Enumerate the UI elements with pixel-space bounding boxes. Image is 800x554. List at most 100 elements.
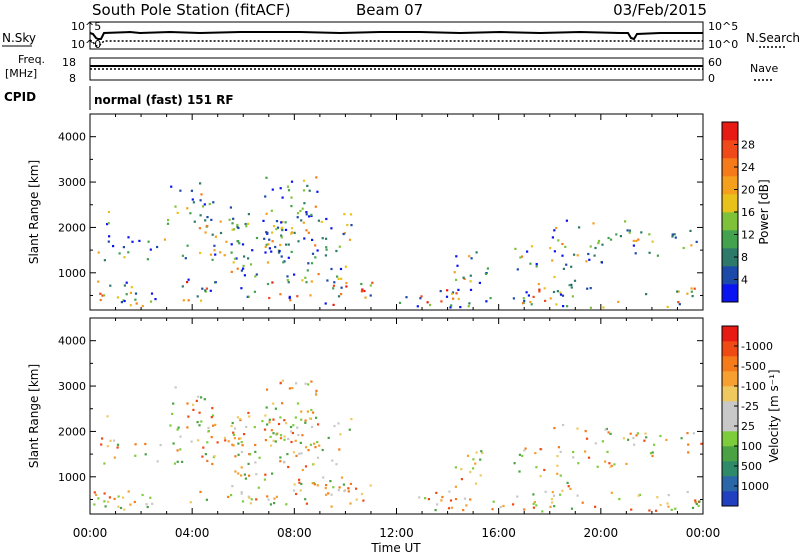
scatter-cell xyxy=(469,498,472,501)
scatter-cell xyxy=(172,442,175,445)
scatter-cell xyxy=(207,430,210,433)
scatter-cell xyxy=(667,505,670,508)
scatter-cell xyxy=(332,486,335,489)
velocity-cbar-label: Velocity [m s⁻¹] xyxy=(767,369,781,462)
scatter-cell xyxy=(287,189,291,192)
scatter-cell xyxy=(248,496,251,499)
scatter-cell xyxy=(472,458,475,461)
x-tick-label: 20:00 xyxy=(584,526,619,540)
scatter-cell xyxy=(286,185,290,188)
colorbar-segment xyxy=(722,341,738,357)
scatter-cell xyxy=(119,506,123,510)
scatter-cell xyxy=(361,288,364,291)
scatter-cell xyxy=(156,460,159,463)
scatter-cell xyxy=(551,501,554,504)
scatter-cell xyxy=(602,306,605,309)
scatter-cell xyxy=(339,433,342,436)
scatter-cell xyxy=(324,302,327,305)
scatter-cell xyxy=(459,306,462,309)
scatter-cell xyxy=(270,250,273,253)
scatter-cell xyxy=(112,245,115,248)
scatter-cell xyxy=(138,239,141,242)
scatter-cell xyxy=(549,247,552,250)
scatter-cell xyxy=(204,289,207,292)
scatter-cell xyxy=(264,195,267,198)
colorbar-tick-label: 12 xyxy=(741,229,755,242)
scatter-cell xyxy=(278,250,281,253)
scatter-cell xyxy=(325,217,328,221)
scatter-cell xyxy=(691,295,694,298)
scatter-cell xyxy=(549,297,552,300)
scatter-cell xyxy=(543,287,546,290)
scatter-cell xyxy=(254,450,257,453)
scatter-cell xyxy=(317,219,320,222)
scatter-cell xyxy=(318,444,321,447)
scatter-cell xyxy=(565,219,568,222)
scatter-cell xyxy=(265,212,268,215)
scatter-cell xyxy=(556,464,559,467)
scatter-cell xyxy=(499,505,502,509)
scatter-cell xyxy=(301,434,304,437)
scatter-cell xyxy=(340,277,343,280)
scatter-cell xyxy=(530,303,533,306)
scatter-cell xyxy=(283,460,286,463)
scatter-cell xyxy=(122,246,125,249)
scatter-cell xyxy=(268,247,271,250)
scatter-cell xyxy=(223,254,226,257)
scatter-cell xyxy=(295,382,298,385)
time-xlabel: Time UT xyxy=(370,541,421,554)
scatter-cell xyxy=(286,275,289,278)
scatter-cell xyxy=(290,180,294,183)
scatter-cell xyxy=(251,249,254,252)
scatter-cell xyxy=(307,449,310,452)
scatter-cell xyxy=(176,428,179,431)
colorbar-segment xyxy=(722,491,738,507)
scatter-cell xyxy=(454,466,457,469)
scatter-cell xyxy=(134,454,137,457)
scatter-cell xyxy=(233,437,236,440)
scatter-cell xyxy=(289,430,293,433)
scatter-cell xyxy=(398,301,402,304)
scatter-cell xyxy=(269,435,272,438)
scatter-cell xyxy=(463,277,466,280)
scatter-cell xyxy=(301,279,304,282)
colorbar-segment xyxy=(722,248,738,267)
scatter-cell xyxy=(644,432,647,435)
scatter-cell xyxy=(463,497,467,500)
scatter-cell xyxy=(237,442,240,445)
scatter-cell xyxy=(266,231,269,234)
scatter-cell xyxy=(286,453,289,456)
scatter-cell xyxy=(186,402,189,405)
scatter-cell xyxy=(305,502,308,505)
scatter-cell xyxy=(572,450,575,454)
scatter-cell xyxy=(261,420,264,423)
scatter-cell xyxy=(535,263,538,266)
scatter-cell xyxy=(254,443,257,447)
scatter-cell xyxy=(325,484,328,487)
scatter-cell xyxy=(232,261,235,264)
scatter-cell xyxy=(103,492,106,495)
scatter-cell xyxy=(651,240,654,243)
scatter-cell xyxy=(339,267,343,271)
scatter-cell xyxy=(690,244,693,247)
scatter-cell xyxy=(163,238,166,241)
scatter-cell xyxy=(596,465,599,468)
colorbar-segment xyxy=(722,416,738,432)
scatter-cell xyxy=(539,448,542,451)
scatter-cell xyxy=(295,454,298,457)
scatter-cell xyxy=(223,436,226,439)
scatter-cell xyxy=(275,433,278,436)
scatter-cell xyxy=(204,453,207,456)
scatter-cell xyxy=(325,248,328,251)
scatter-cell xyxy=(557,446,560,449)
scatter-cell xyxy=(310,213,313,216)
scatter-cell xyxy=(144,442,147,446)
y-tick-label: 4000 xyxy=(58,131,86,144)
scatter-cell xyxy=(576,254,579,257)
scatter-cell xyxy=(187,415,190,418)
scatter-cell xyxy=(562,423,565,427)
scatter-cell xyxy=(271,472,274,475)
scatter-cell xyxy=(342,483,345,486)
scatter-cell xyxy=(343,213,346,216)
scatter-cell xyxy=(533,501,536,504)
